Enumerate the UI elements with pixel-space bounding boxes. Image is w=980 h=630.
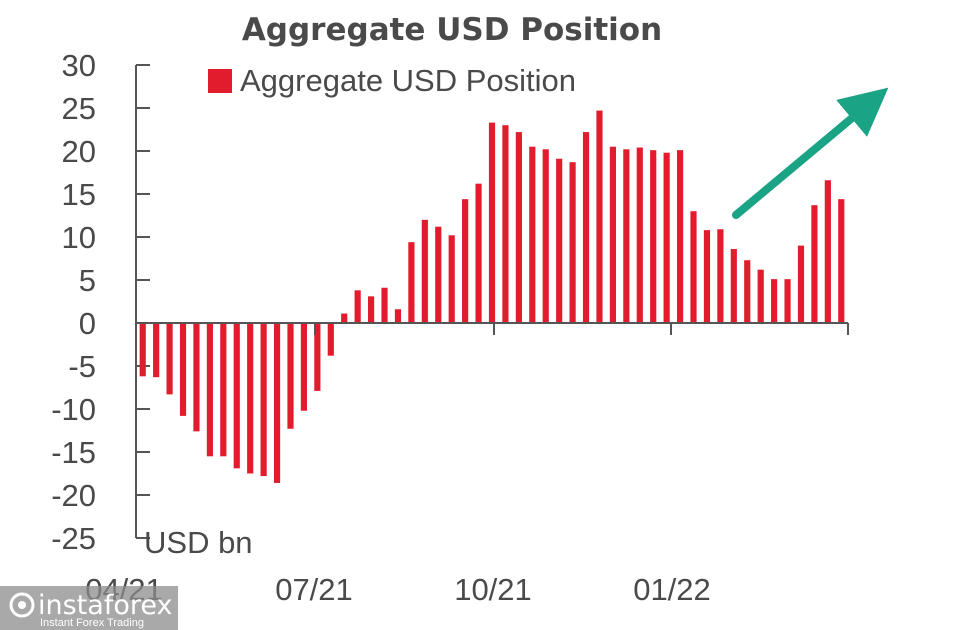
bar — [636, 147, 643, 323]
legend-label: Aggregate USD Position — [240, 63, 576, 98]
bar — [690, 211, 697, 323]
bar — [771, 279, 778, 323]
bar-series — [139, 110, 845, 483]
bar — [327, 323, 334, 356]
bar — [703, 230, 711, 323]
bar — [220, 323, 227, 457]
bar — [287, 323, 294, 429]
y-axis — [135, 64, 150, 539]
bar — [744, 260, 751, 323]
bar — [206, 323, 213, 457]
bar — [542, 149, 549, 323]
bar — [529, 146, 536, 323]
y-tick-label: 25 — [62, 91, 96, 126]
bar — [247, 323, 254, 474]
bar — [515, 132, 522, 323]
bar — [421, 219, 428, 323]
bar — [676, 150, 684, 323]
bar — [663, 152, 670, 323]
bar — [300, 323, 308, 411]
bar — [582, 132, 590, 323]
bar — [596, 110, 603, 323]
y-tick-label: -5 — [68, 349, 96, 384]
x-tick-label: 07/21 — [275, 572, 353, 607]
chart-title: Aggregate USD Position — [242, 12, 662, 48]
bar — [623, 149, 630, 323]
bar — [368, 296, 375, 323]
bar — [233, 323, 240, 469]
watermark-tagline: Instant Forex Trading — [40, 617, 144, 629]
watermark-brand: instaforex — [38, 590, 172, 621]
y-tick-label: 0 — [79, 306, 96, 341]
bar — [435, 226, 442, 323]
bar — [139, 323, 146, 377]
x-tick-label: 01/22 — [633, 572, 711, 607]
y-tick-labels: 30 25 20 15 10 5 0 -5 -10 -15 -20 -25 — [51, 48, 96, 556]
y-tick-label: 15 — [62, 177, 96, 212]
y-tick-label: 10 — [62, 220, 96, 255]
bar — [381, 287, 388, 323]
bar — [609, 146, 616, 323]
bar — [650, 150, 657, 323]
bar — [730, 249, 737, 323]
watermark: instaforex Instant Forex Trading — [0, 586, 178, 630]
x-axis — [135, 322, 849, 335]
bar — [166, 323, 173, 395]
y-tick-label: 20 — [62, 134, 96, 169]
y-tick-label: -15 — [51, 435, 96, 470]
bar — [475, 183, 482, 323]
bar — [314, 323, 321, 391]
legend: Aggregate USD Position — [208, 63, 576, 98]
bar — [488, 122, 496, 324]
bar — [179, 323, 187, 416]
bar — [811, 205, 818, 323]
bar — [341, 313, 348, 323]
bar — [273, 323, 281, 483]
bar — [260, 323, 267, 477]
instaforex-logo-icon — [9, 592, 35, 618]
y-tick-label: 5 — [79, 263, 96, 298]
bar — [824, 180, 831, 323]
y-tick-label: -20 — [51, 478, 96, 513]
y-tick-label: -10 — [51, 392, 96, 427]
y-tick-label: 30 — [62, 48, 96, 83]
bar — [784, 279, 791, 323]
bar — [354, 290, 361, 323]
bar — [757, 269, 764, 323]
bar — [838, 199, 845, 323]
watermark-backdrop — [0, 586, 178, 630]
bar — [193, 323, 200, 432]
bar — [448, 235, 455, 323]
bar — [556, 158, 563, 323]
x-tick-label: 10/21 — [454, 572, 532, 607]
y-tick-label: -25 — [51, 521, 96, 556]
bar — [462, 199, 469, 323]
bar — [394, 309, 402, 323]
bar — [717, 229, 724, 323]
bar — [569, 162, 576, 323]
y-unit-label: USD bn — [144, 525, 253, 560]
trend-arrow-icon — [732, 87, 889, 219]
legend-swatch — [208, 69, 232, 93]
bar — [797, 245, 805, 323]
bar — [408, 242, 415, 323]
bar — [502, 125, 509, 323]
bar — [153, 323, 160, 378]
